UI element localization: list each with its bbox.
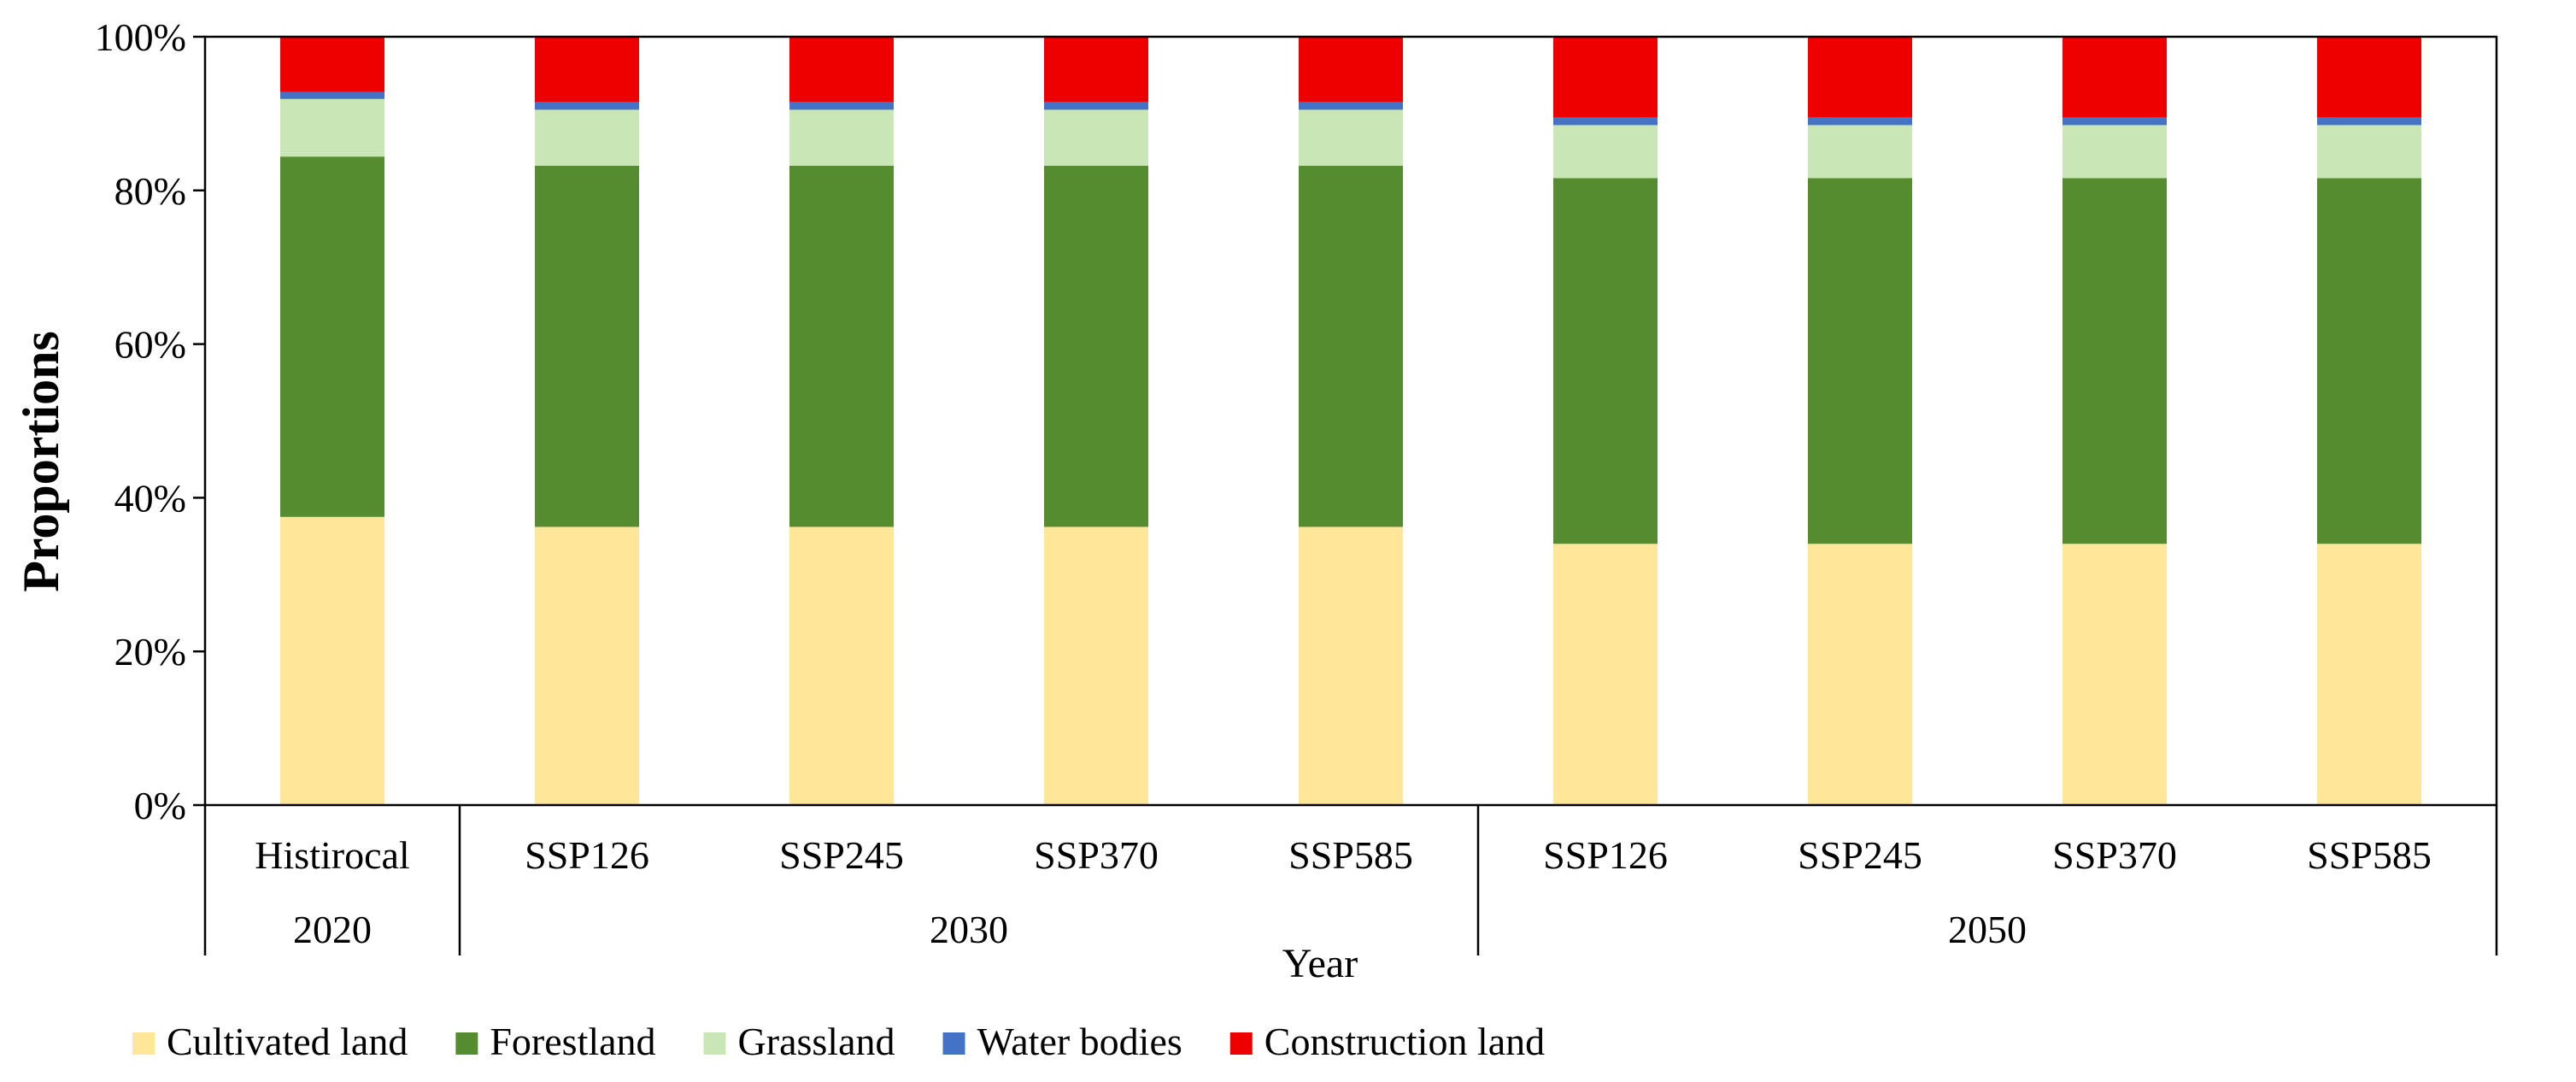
legend-swatch-cultivated-land — [132, 1032, 155, 1055]
bar-segment-water-bodies-7 — [2063, 117, 2167, 126]
x-category-label: SSP245 — [779, 833, 904, 877]
bar-segment-construction-land-3 — [1044, 37, 1148, 103]
x-category-label: Histirocal — [255, 833, 409, 877]
bar-segment-cultivated-land-0 — [280, 516, 384, 805]
bar-segment-cultivated-land-6 — [1808, 544, 1912, 805]
legend-swatch-construction-land — [1229, 1032, 1253, 1055]
legend: Cultivated land Forestland Grassland Water … — [132, 1020, 1545, 1063]
bar-segment-cultivated-land-7 — [2063, 544, 2167, 805]
bar-segment-construction-land-8 — [2317, 37, 2421, 118]
bar-segment-grassland-2 — [789, 109, 894, 166]
bar-segment-forestland-4 — [1299, 166, 1403, 527]
x-category-label: SSP370 — [1034, 833, 1159, 877]
bar-segment-construction-land-2 — [789, 37, 894, 103]
bar-segment-cultivated-land-1 — [535, 526, 639, 805]
x-category-label: SSP370 — [2052, 833, 2177, 877]
legend-label-grassland: Grassland — [738, 1020, 895, 1063]
x-category-label: SSP126 — [525, 833, 649, 877]
bar-segment-construction-land-0 — [280, 37, 384, 92]
y-tick-label: 0% — [134, 784, 186, 827]
bar-segment-construction-land-6 — [1808, 37, 1912, 118]
bar-segment-water-bodies-1 — [535, 102, 639, 110]
x-group-label: 2030 — [930, 908, 1008, 951]
bar-segment-grassland-1 — [535, 109, 639, 166]
x-group-label: 2020 — [293, 908, 372, 951]
bar-segment-forestland-3 — [1044, 166, 1148, 527]
legend-label-cultivated-land: Cultivated land — [167, 1020, 408, 1063]
y-tick-label: 80% — [114, 169, 186, 213]
bar-segment-water-bodies-6 — [1808, 117, 1912, 126]
bar-segment-cultivated-land-8 — [2317, 544, 2421, 805]
bar-segment-grassland-0 — [280, 98, 384, 157]
x-category-label: SSP585 — [1288, 833, 1413, 877]
x-category-label: SSP245 — [1798, 833, 1922, 877]
bar-segment-construction-land-5 — [1553, 37, 1658, 118]
x-category-label: SSP585 — [2307, 833, 2432, 877]
bar-segment-grassland-6 — [1808, 125, 1912, 179]
legend-swatch-grassland — [703, 1032, 726, 1055]
bar-segment-grassland-4 — [1299, 109, 1403, 166]
bar-segment-forestland-5 — [1553, 178, 1658, 544]
axes-layer: 0% 20% 40% 60% 80% 100% Histirocal SSP126 SSP245… — [95, 15, 2498, 956]
x-axis-title: Year — [1282, 941, 1358, 986]
bar-segment-grassland-8 — [2317, 125, 2421, 179]
bar-segment-cultivated-land-2 — [789, 526, 894, 805]
legend-swatch-water-bodies — [942, 1032, 965, 1055]
bar-segment-forestland-1 — [535, 166, 639, 527]
bar-segment-grassland-5 — [1553, 125, 1658, 179]
bar-segment-water-bodies-0 — [280, 91, 384, 99]
legend-label-construction-land: Construction land — [1265, 1020, 1545, 1063]
bar-segment-grassland-3 — [1044, 109, 1148, 166]
bar-segment-construction-land-4 — [1299, 37, 1403, 103]
legend-label-water-bodies: Water bodies — [977, 1020, 1182, 1063]
bar-segment-cultivated-land-4 — [1299, 526, 1403, 805]
y-tick-label: 100% — [95, 15, 186, 59]
bar-segment-forestland-0 — [280, 156, 384, 517]
bar-segment-construction-land-7 — [2063, 37, 2167, 118]
bar-segment-forestland-7 — [2063, 178, 2167, 544]
x-group-label: 2050 — [1948, 908, 2027, 951]
bar-segment-forestland-2 — [789, 166, 894, 527]
bar-layer — [280, 37, 2421, 805]
legend-label-forestland: Forestland — [490, 1020, 655, 1063]
y-tick-label: 20% — [114, 630, 186, 673]
legend-swatch-forestland — [455, 1032, 478, 1055]
bar-segment-forestland-6 — [1808, 178, 1912, 544]
y-tick-label: 40% — [114, 476, 186, 520]
bar-segment-water-bodies-5 — [1553, 117, 1658, 126]
bar-segment-cultivated-land-5 — [1553, 544, 1658, 805]
x-category-label: SSP126 — [1543, 833, 1668, 877]
bar-segment-water-bodies-2 — [789, 102, 894, 110]
bar-segment-water-bodies-4 — [1299, 102, 1403, 110]
y-axis-title: Proportions — [13, 331, 69, 592]
bar-segment-grassland-7 — [2063, 125, 2167, 179]
plot-area-border — [203, 35, 2498, 807]
bar-segment-water-bodies-8 — [2317, 117, 2421, 126]
bar-segment-cultivated-land-3 — [1044, 526, 1148, 805]
bar-segment-construction-land-1 — [535, 37, 639, 103]
bar-segment-water-bodies-3 — [1044, 102, 1148, 110]
y-tick-label: 60% — [114, 323, 186, 367]
bar-segment-forestland-8 — [2317, 178, 2421, 544]
